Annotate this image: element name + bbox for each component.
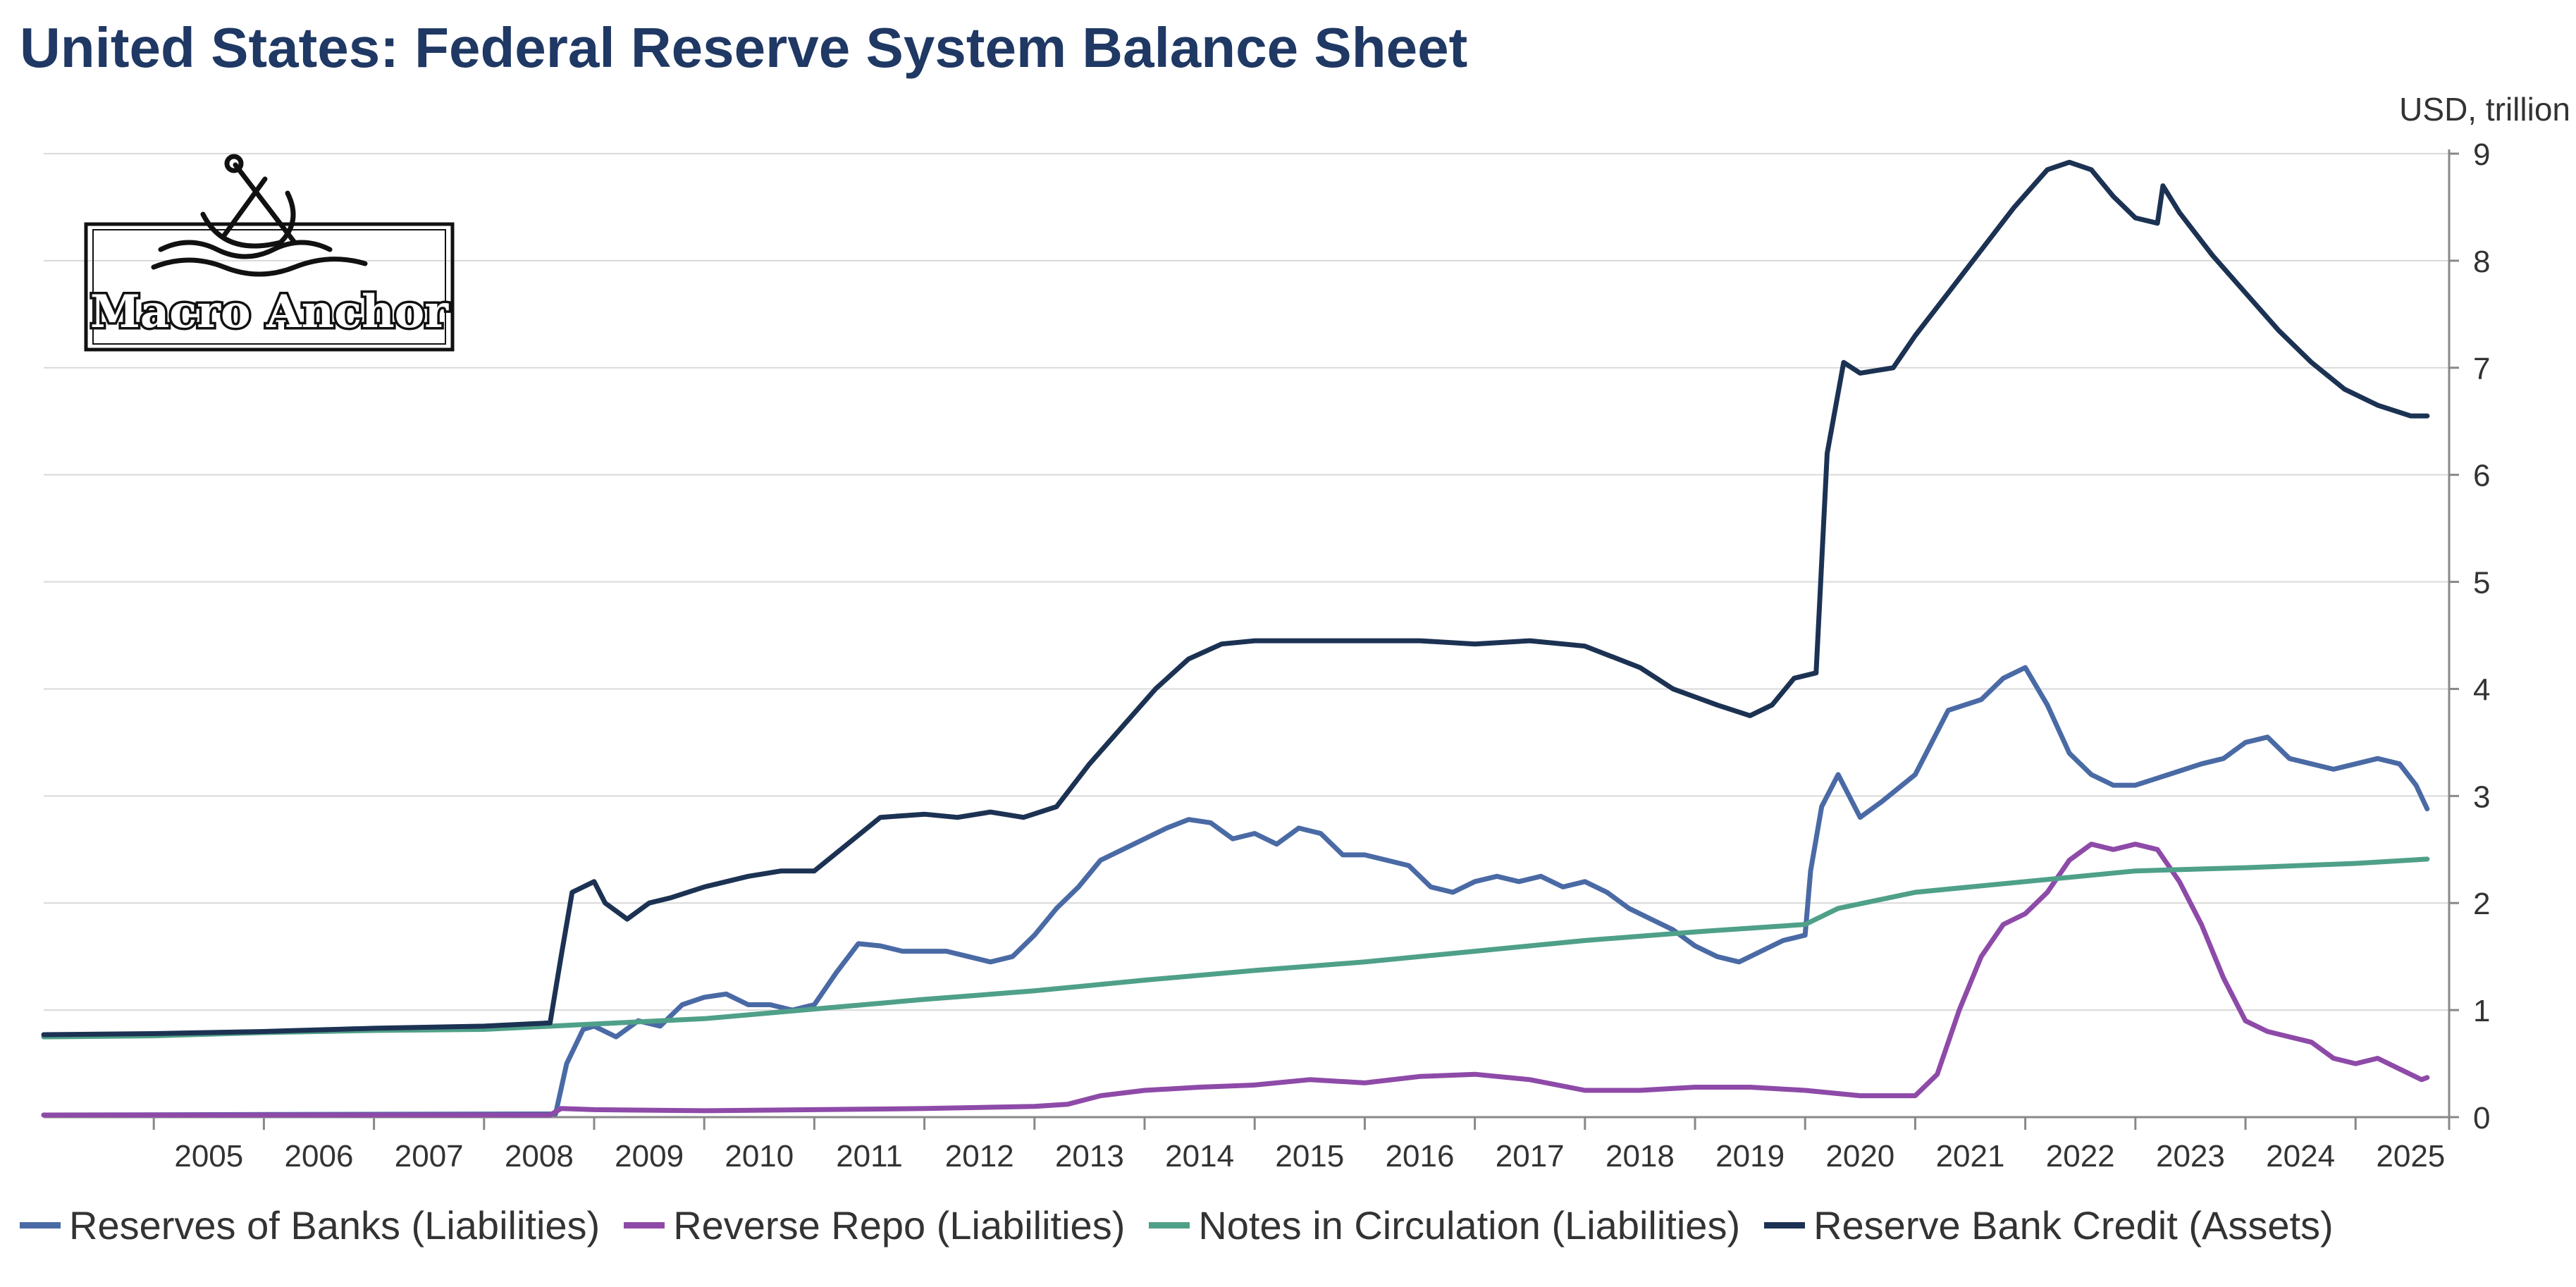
x-tick-label-2012: 2012 <box>945 1139 1014 1174</box>
x-tick-label-2015: 2015 <box>1275 1139 1344 1174</box>
y-tick-label-0: 0 <box>2473 1101 2490 1135</box>
legend-item-1: Reserves of Banks (Liabilities) <box>20 1202 600 1248</box>
y-axis-unit-label: USD, trillion <box>2399 91 2570 128</box>
x-tick-label-2008: 2008 <box>505 1139 574 1174</box>
x-tick-label-2007: 2007 <box>395 1139 464 1174</box>
legend-label-4: Reserve Bank Credit (Assets) <box>1813 1203 2334 1248</box>
anchor-icon <box>200 154 297 249</box>
logo-text: Macro Anchor <box>90 285 449 338</box>
y-tick-label-1: 1 <box>2473 994 2490 1028</box>
legend-item-2: Reverse Repo (Liabilities) <box>624 1202 1125 1248</box>
y-tick-label-6: 6 <box>2473 459 2490 493</box>
y-tick-label-8: 8 <box>2473 245 2490 279</box>
x-tick-label-2013: 2013 <box>1055 1139 1124 1174</box>
series-lines <box>41 159 2430 1118</box>
x-tick-label-2025: 2025 <box>2376 1139 2445 1174</box>
x-tick-label-2014: 2014 <box>1165 1139 1234 1174</box>
wave-icon <box>151 240 368 277</box>
y-tick-label-7: 7 <box>2473 352 2490 386</box>
x-tick-label-2005: 2005 <box>174 1139 243 1174</box>
macro-anchor-logo: Macro Anchor <box>84 154 455 352</box>
y-tick-label-2: 2 <box>2473 887 2490 921</box>
x-tick-label-2023: 2023 <box>2156 1139 2225 1174</box>
x-tick-label-2020: 2020 <box>1825 1139 1894 1174</box>
series-line-2 <box>41 842 2430 1118</box>
x-tick-label-2006: 2006 <box>285 1139 354 1174</box>
x-tick-label-2011: 2011 <box>836 1139 903 1174</box>
y-tick-label-9: 9 <box>2473 137 2490 172</box>
x-tick-label-2021: 2021 <box>1936 1139 2005 1174</box>
series-line-1 <box>41 665 2430 1118</box>
legend-swatch-1 <box>20 1222 61 1228</box>
legend-swatch-4 <box>1764 1222 1806 1228</box>
x-tick-label-2010: 2010 <box>725 1139 794 1174</box>
grid-lines <box>44 153 2449 1011</box>
y-tick-label-5: 5 <box>2473 566 2490 601</box>
series-line-3 <box>41 856 2430 1040</box>
y-tick-labels: 0 1 2 3 4 5 6 7 8 9 <box>2449 137 2490 1135</box>
x-tick-label-2024: 2024 <box>2266 1139 2335 1174</box>
y-tick-label-3: 3 <box>2473 780 2490 814</box>
x-tick-label-2017: 2017 <box>1496 1139 1565 1174</box>
series-line-4 <box>41 159 2430 1037</box>
legend-item-4: Reserve Bank Credit (Assets) <box>1764 1202 2334 1248</box>
x-tick-label-2009: 2009 <box>615 1139 684 1174</box>
chart-title: United States: Federal Reserve System Ba… <box>20 16 1468 79</box>
legend-item-3: Notes in Circulation (Liabilities) <box>1149 1202 1740 1248</box>
legend-label-1: Reserves of Banks (Liabilities) <box>69 1203 600 1248</box>
x-tick-label-2022: 2022 <box>2046 1139 2115 1174</box>
x-tick-label-2016: 2016 <box>1386 1139 1455 1174</box>
x-tick-label-2019: 2019 <box>1715 1139 1785 1174</box>
legend-swatch-3 <box>1149 1222 1190 1228</box>
x-tick-labels: 2005 2006 2007 2008 2009 2010 2011 2012 2013 2014… <box>152 1117 2451 1174</box>
legend-label-2: Reverse Repo (Liabilities) <box>673 1203 1126 1248</box>
legend: Reserves of Banks (Liabilities) Reverse R… <box>20 1202 2334 1248</box>
x-tick-label-2018: 2018 <box>1606 1139 1675 1174</box>
legend-label-3: Notes in Circulation (Liabilities) <box>1198 1203 1741 1248</box>
legend-swatch-2 <box>624 1222 665 1228</box>
y-tick-label-4: 4 <box>2473 672 2490 707</box>
